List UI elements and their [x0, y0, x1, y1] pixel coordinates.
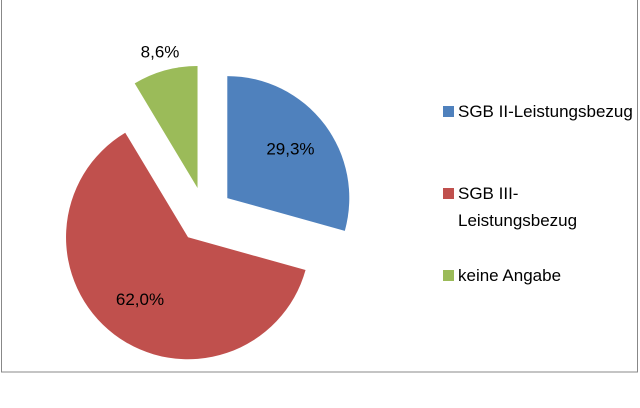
legend-swatch [443, 270, 454, 281]
legend-label: SGB III-Leistungsbezug [458, 184, 578, 230]
legend-label: SGB II-Leistungsbezug [458, 102, 633, 121]
pie-slice [134, 66, 198, 189]
data-label: 8,6% [141, 42, 180, 61]
legend-swatch [443, 106, 454, 117]
data-label: 29,3% [266, 140, 314, 159]
pie-slice [227, 76, 350, 231]
data-label: 62,0% [116, 290, 164, 309]
legend-swatch [443, 188, 454, 199]
legend-label: keine Angabe [458, 266, 562, 285]
pie-slice [66, 132, 306, 360]
